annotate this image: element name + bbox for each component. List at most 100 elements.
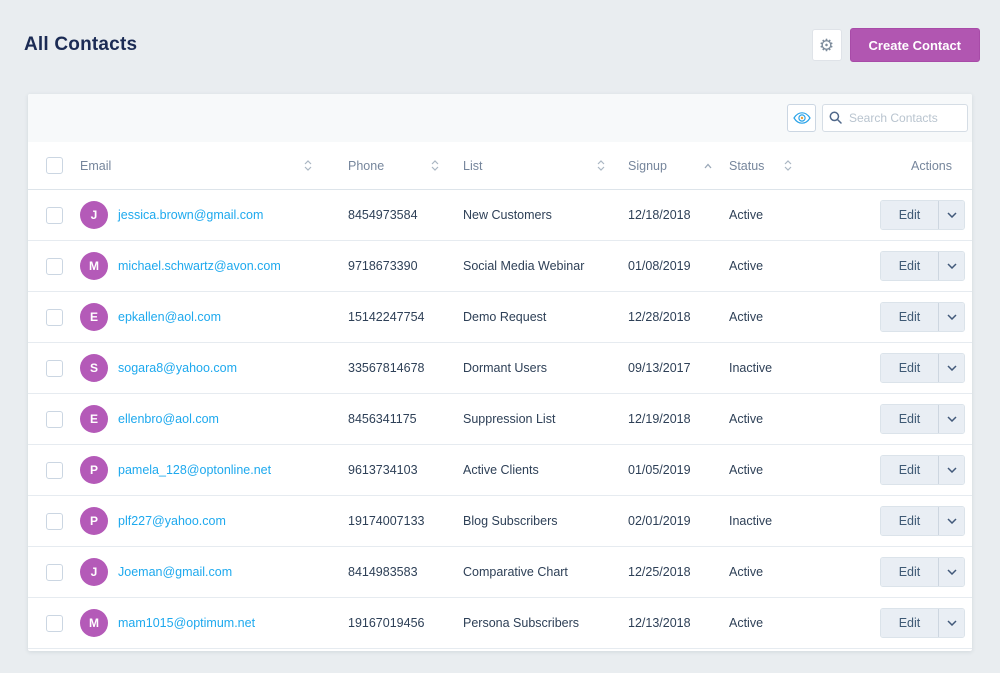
row-checkbox-cell [28, 410, 80, 428]
status-cell: Active [729, 463, 764, 477]
row-checkbox[interactable] [45, 308, 63, 326]
row-checkbox[interactable] [45, 563, 63, 581]
sort-icon-signup-ascending[interactable] [704, 163, 712, 169]
edit-dropdown-button[interactable] [938, 609, 964, 637]
list-cell: Social Media Webinar [463, 259, 585, 273]
email-link[interactable]: jessica.brown@gmail.com [118, 208, 264, 222]
column-header-status[interactable]: Status [728, 159, 828, 173]
row-checkbox[interactable] [45, 206, 63, 224]
signup-cell: 12/25/2018 [628, 565, 691, 579]
signup-cell: 02/01/2019 [628, 514, 691, 528]
edit-dropdown-button[interactable] [938, 405, 964, 433]
sort-icon-list[interactable] [597, 160, 605, 171]
email-link[interactable]: sogara8@yahoo.com [118, 361, 238, 375]
row-checkbox-cell [28, 206, 80, 224]
edit-dropdown-button[interactable] [938, 558, 964, 586]
status-cell: Active [729, 208, 764, 222]
edit-dropdown-button[interactable] [938, 507, 964, 535]
column-header-email[interactable]: Email [80, 159, 320, 173]
edit-button[interactable]: Edit [881, 558, 938, 586]
row-checkbox[interactable] [45, 359, 63, 377]
status-cell: Inactive [729, 514, 773, 528]
phone-cell: 9613734103 [348, 463, 418, 477]
edit-dropdown-button[interactable] [938, 303, 964, 331]
chevron-down-icon [946, 263, 957, 269]
email-link[interactable]: mam1015@optimum.net [118, 616, 256, 630]
status-cell: Active [729, 616, 764, 630]
chevron-down-icon [946, 212, 957, 218]
avatar: M [80, 609, 108, 637]
avatar: J [80, 558, 108, 586]
chevron-down-icon [946, 569, 957, 575]
edit-button[interactable]: Edit [881, 201, 938, 229]
table-row: E epkallen@aol.com 15142247754 Demo Requ… [28, 292, 972, 343]
sort-icon-email[interactable] [304, 160, 312, 171]
email-link[interactable]: Joeman@gmail.com [118, 565, 233, 579]
row-checkbox-cell [28, 257, 80, 275]
chevron-down-icon [946, 365, 957, 371]
sort-icon-status[interactable] [784, 160, 792, 171]
edit-button[interactable]: Edit [881, 405, 938, 433]
column-header-actions: Actions [828, 159, 972, 173]
list-cell: Blog Subscribers [463, 514, 558, 528]
column-label: Email [80, 158, 112, 173]
edit-dropdown-button[interactable] [938, 201, 964, 229]
table-row: J jessica.brown@gmail.com 8454973584 New… [28, 190, 972, 241]
chevron-down-icon [946, 416, 957, 422]
table-row: E ellenbro@aol.com 8456341175 Suppressio… [28, 394, 972, 445]
table-row: M michael.schwartz@avon.com 9718673390 S… [28, 241, 972, 292]
settings-button[interactable]: ⚙ [811, 29, 842, 61]
column-header-phone[interactable]: Phone [320, 159, 455, 173]
email-link[interactable]: pamela_128@optonline.net [118, 463, 272, 477]
select-all-checkbox[interactable] [45, 157, 63, 174]
row-checkbox[interactable] [45, 461, 63, 479]
avatar: P [80, 507, 108, 535]
row-checkbox[interactable] [45, 512, 63, 530]
row-checkbox[interactable] [45, 257, 63, 275]
edit-button[interactable]: Edit [881, 609, 938, 637]
signup-cell: 12/28/2018 [628, 310, 691, 324]
edit-button[interactable]: Edit [881, 252, 938, 280]
list-cell: Persona Subscribers [463, 616, 580, 630]
sort-icon-phone[interactable] [431, 160, 439, 171]
phone-cell: 8454973584 [348, 208, 418, 222]
status-cell: Active [729, 310, 764, 324]
actions-cell: Edit [828, 608, 972, 638]
avatar: S [80, 354, 108, 382]
phone-cell: 8456341175 [348, 412, 417, 426]
edit-dropdown-button[interactable] [938, 354, 964, 382]
email-cell: P pamela_128@optonline.net [80, 456, 320, 484]
table-row: J Joeman@gmail.com 8414983583 Comparativ… [28, 547, 972, 598]
row-checkbox[interactable] [45, 410, 63, 428]
edit-button[interactable]: Edit [881, 456, 938, 484]
edit-button[interactable]: Edit [881, 507, 938, 535]
phone-cell: 8414983583 [348, 565, 418, 579]
search-input[interactable] [822, 104, 968, 132]
create-contact-button[interactable]: Create Contact [849, 28, 980, 62]
edit-button[interactable]: Edit [881, 303, 938, 331]
column-label: List [463, 158, 483, 173]
email-link[interactable]: ellenbro@aol.com [118, 412, 219, 426]
email-cell: M michael.schwartz@avon.com [80, 252, 320, 280]
actions-cell: Edit [828, 353, 972, 383]
column-header-signup[interactable]: Signup [621, 159, 728, 173]
edit-dropdown-button[interactable] [938, 252, 964, 280]
email-link[interactable]: plf227@yahoo.com [118, 514, 226, 528]
phone-cell: 9718673390 [348, 259, 418, 273]
row-checkbox[interactable] [45, 614, 63, 632]
table-row: M mam1015@optimum.net 19167019456 Person… [28, 598, 972, 649]
chevron-down-icon [946, 467, 957, 473]
actions-cell: Edit [828, 455, 972, 485]
avatar: E [80, 405, 108, 433]
email-link[interactable]: michael.schwartz@avon.com [118, 259, 281, 273]
table-header: Email Phone List Signup Status [28, 142, 972, 190]
email-link[interactable]: epkallen@aol.com [118, 310, 222, 324]
preview-columns-button[interactable] [787, 104, 816, 132]
email-cell: J Joeman@gmail.com [80, 558, 320, 586]
avatar: M [80, 252, 108, 280]
edit-button[interactable]: Edit [881, 354, 938, 382]
table-row: S sogara8@yahoo.com 33567814678 Dormant … [28, 343, 972, 394]
status-cell: Active [729, 259, 764, 273]
column-header-list[interactable]: List [455, 159, 621, 173]
edit-dropdown-button[interactable] [938, 456, 964, 484]
